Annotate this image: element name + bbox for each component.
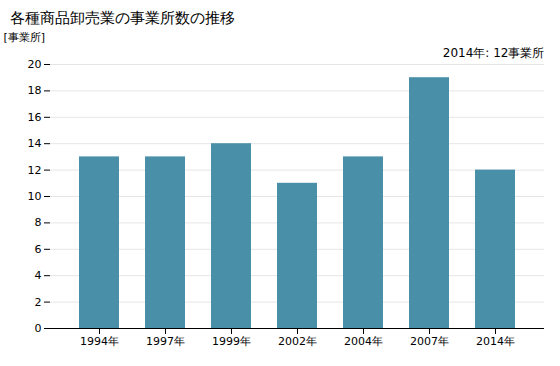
svg-text:1999年: 1999年 <box>212 335 251 348</box>
svg-text:10: 10 <box>28 190 42 203</box>
svg-text:8: 8 <box>35 216 42 229</box>
svg-text:16: 16 <box>28 111 42 124</box>
svg-text:1994年: 1994年 <box>80 335 119 348</box>
svg-text:2014年: 2014年 <box>476 335 515 348</box>
svg-text:[事業所]: [事業所] <box>4 31 46 44</box>
svg-text:2002年: 2002年 <box>278 335 317 348</box>
svg-text:4: 4 <box>35 269 42 282</box>
html-text:各種商品卸売業の事業所数の推移: 各種商品卸売業の事業所数の推移 <box>10 9 235 27</box>
svg-text:2004年: 2004年 <box>344 335 383 348</box>
svg-text:1997年: 1997年 <box>146 335 185 348</box>
svg-text:20: 20 <box>28 58 42 71</box>
svg-text:6: 6 <box>35 243 42 256</box>
svg-text:2014年: 12事業所: 2014年: 12事業所 <box>443 46 545 60</box>
svg-text:2: 2 <box>35 296 42 309</box>
svg-text:0: 0 <box>35 322 42 335</box>
svg-text:12: 12 <box>28 164 42 177</box>
svg-text:18: 18 <box>28 84 42 97</box>
svg-text:14: 14 <box>28 137 42 150</box>
svg-text:2007年: 2007年 <box>410 335 449 348</box>
